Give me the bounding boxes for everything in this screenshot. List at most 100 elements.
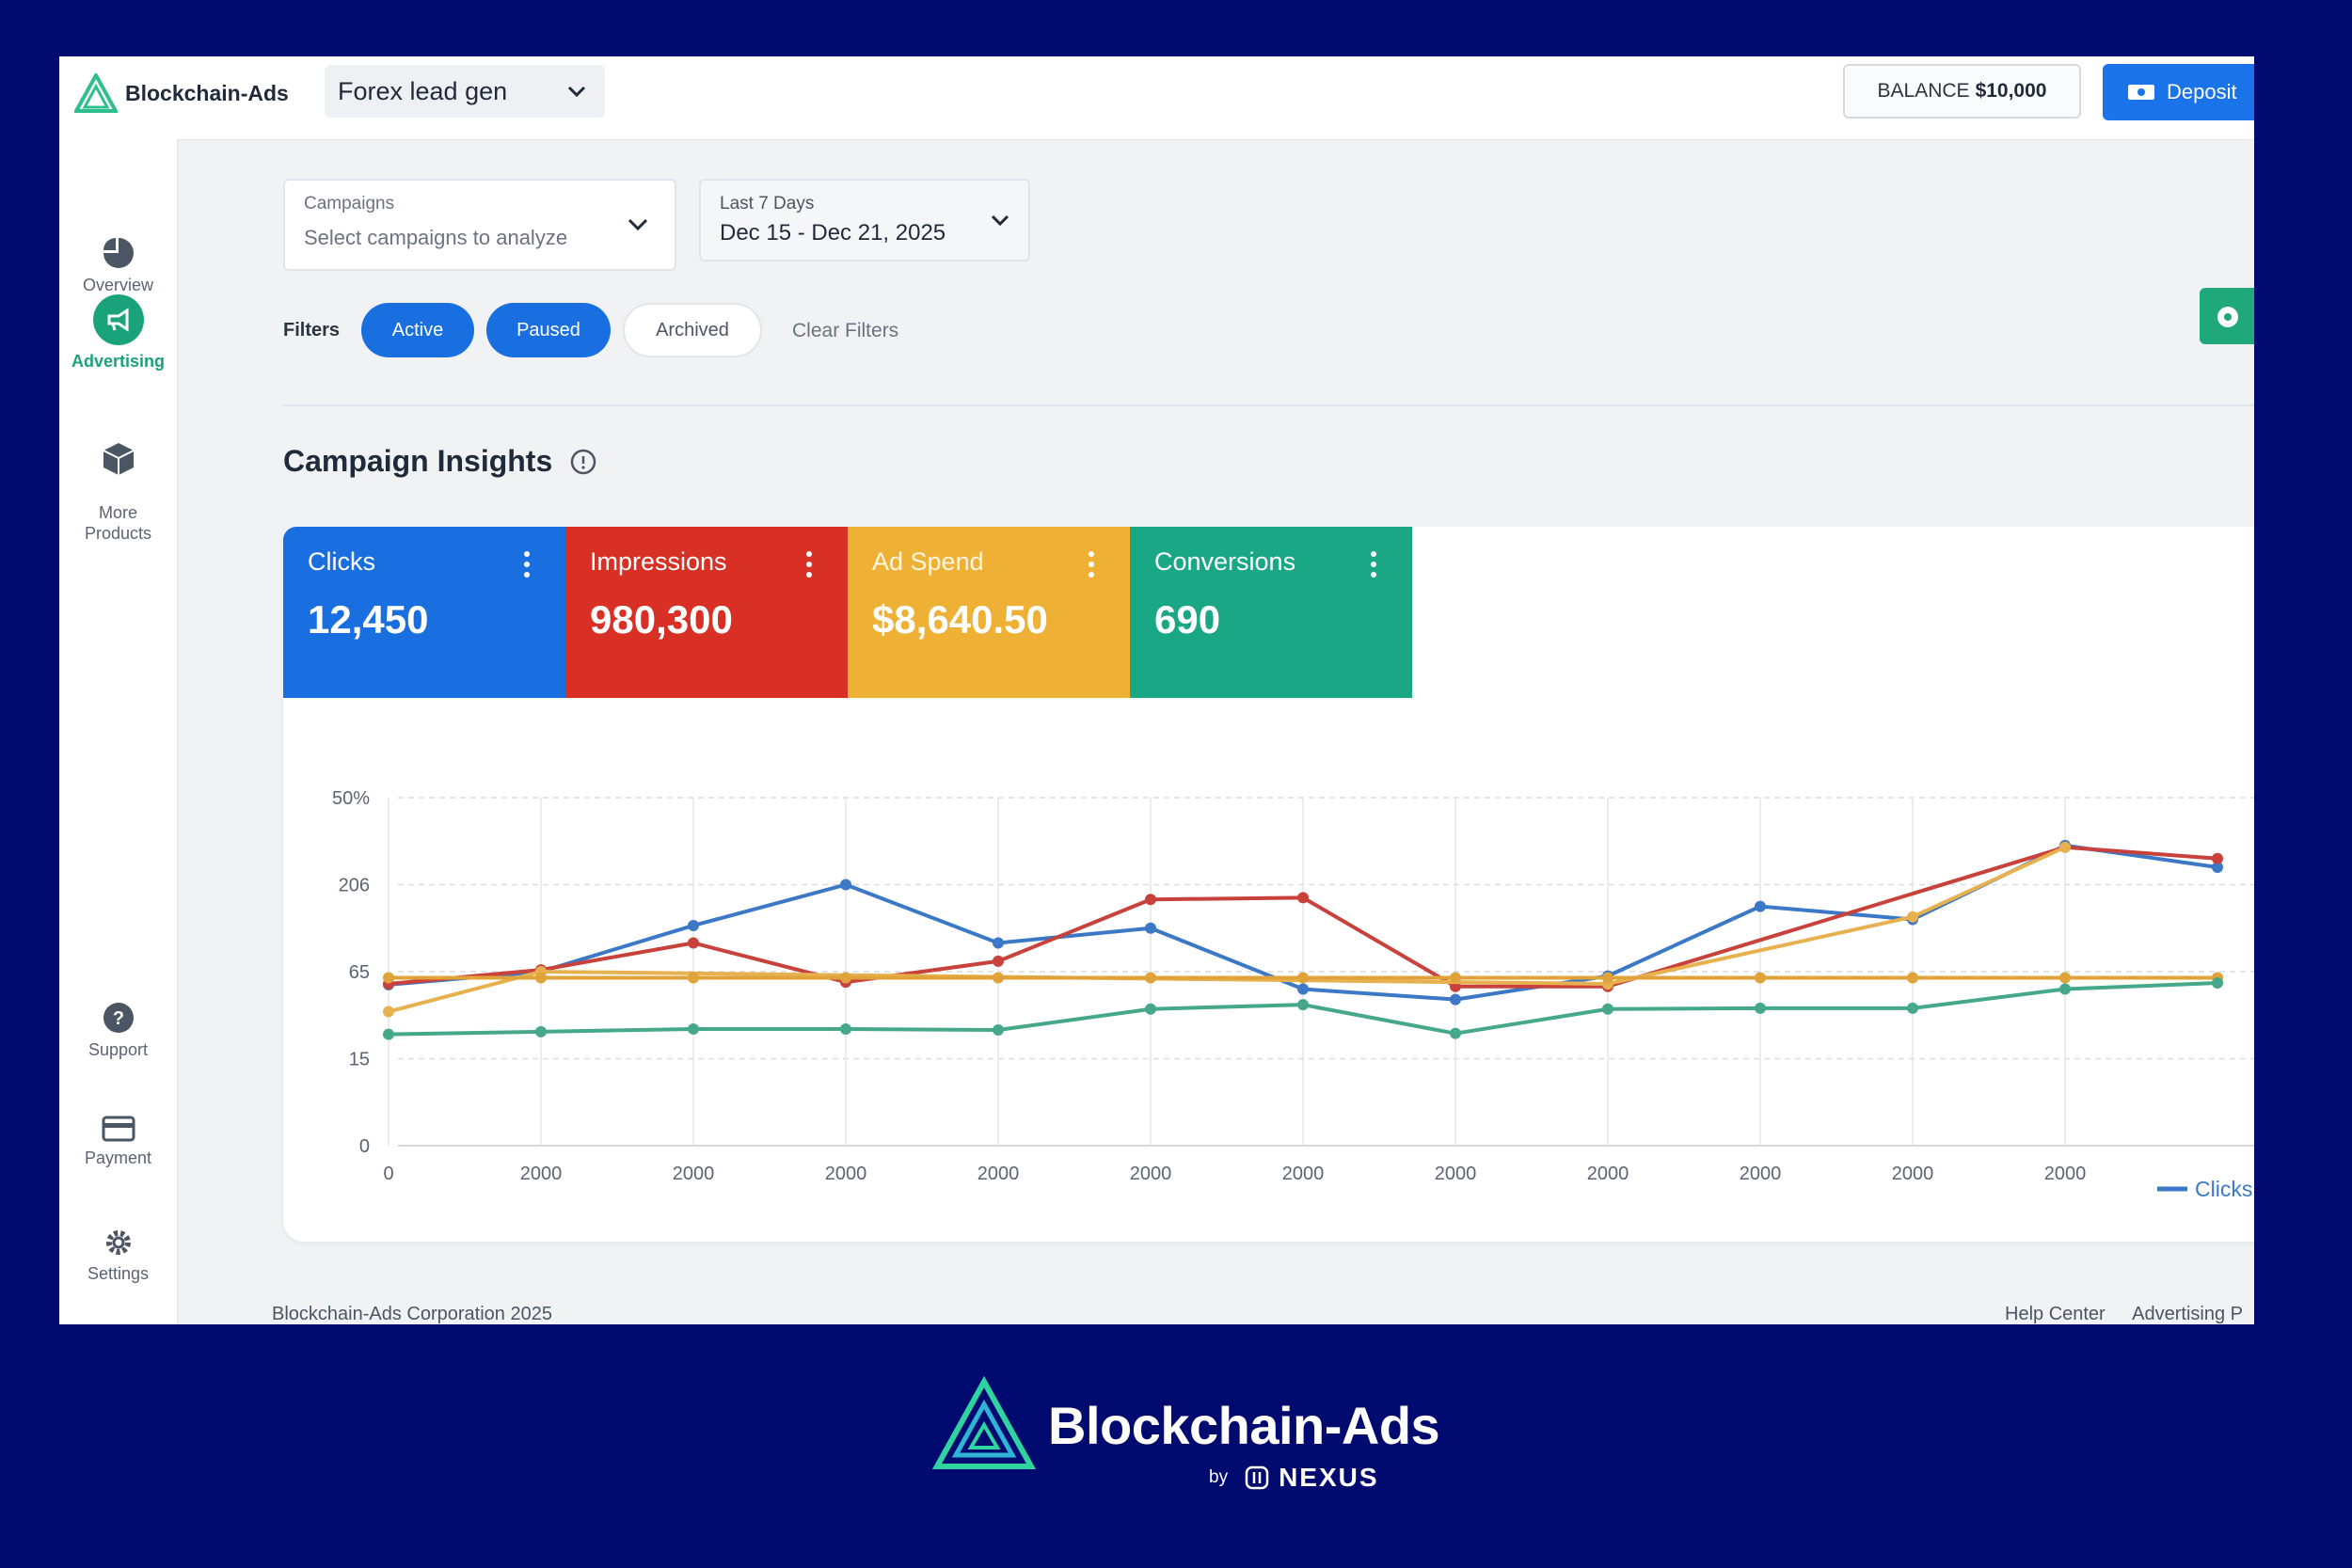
logo[interactable]: Blockchain-Ads (74, 73, 289, 113)
y-tick-label: 0 (359, 1136, 370, 1157)
date-range-value: Dec 15 - Dec 21, 2025 (720, 220, 946, 245)
campaign-selector-value: Forex lead gen (338, 76, 508, 105)
campaign-selector[interactable]: Forex lead gen (325, 65, 605, 118)
x-tick-label: 2000 (2044, 1164, 2087, 1184)
series-point (2059, 841, 2071, 853)
brand-logo-icon (931, 1376, 1037, 1469)
series-point (1907, 911, 1918, 923)
metric-value: $8,640.50 (872, 597, 1048, 641)
y-tick-label: 15 (349, 1050, 370, 1070)
series-point (1755, 1002, 1766, 1014)
sidebar-item-more-products[interactable]: More Products (59, 421, 177, 544)
metric-card-impressions[interactable]: Impressions 980,300 (565, 527, 848, 698)
top-bar: Blockchain-Ads Forex lead gen BALANCE $1… (59, 56, 2254, 140)
line-chart: 0 15 65 206 50% 0 2000 2000 2000 2000 2000 2000 2000… (332, 788, 2254, 1201)
series-point (1755, 972, 1766, 984)
date-range-select[interactable]: Last 7 Days Dec 15 - Dec 21, 2025 (699, 179, 1030, 261)
series-point (993, 1023, 1004, 1036)
filters-label: Filters (283, 320, 341, 341)
footer-link-help[interactable]: Help Center (2005, 1304, 2106, 1324)
pie-chart-icon (103, 238, 134, 268)
gear-icon (105, 1230, 131, 1255)
series-point (383, 1006, 394, 1018)
more-options-icon[interactable] (806, 551, 812, 582)
metric-card-ad-spend[interactable]: Ad Spend $8,640.50 (848, 527, 1130, 698)
sidebar-item-label: Advertising (71, 352, 166, 371)
app-window: Blockchain-Ads Forex lead gen BALANCE $1… (59, 56, 2254, 1324)
svg-text:?: ? (112, 1008, 123, 1029)
series-point (383, 972, 394, 984)
series-point (1450, 972, 1461, 984)
info-icon[interactable] (569, 448, 597, 476)
series-point (1602, 972, 1613, 984)
x-tick-label: 2000 (1435, 1164, 1477, 1184)
series-point (1755, 900, 1766, 912)
help-icon: ? (103, 1003, 134, 1033)
series-point (840, 972, 851, 984)
deposit-button[interactable]: Deposit (2103, 64, 2254, 120)
series-point (535, 972, 547, 984)
campaigns-select[interactable]: Campaigns Select campaigns to analyze (283, 179, 676, 271)
series-point (1602, 1003, 1613, 1015)
footer-copyright: Blockchain-Ads Corporation 2025 (272, 1304, 552, 1324)
metric-value: 690 (1154, 597, 1221, 641)
series-point (2212, 862, 2223, 873)
brand-partner: NEXUS (1279, 1463, 1379, 1492)
metric-label: Ad Spend (872, 547, 984, 576)
sidebar-item-payment[interactable]: Payment (59, 1116, 177, 1168)
x-tick-label: 2000 (1587, 1164, 1629, 1184)
x-tick-label: 2000 (977, 1164, 1020, 1184)
logo-text: Blockchain-Ads (125, 80, 289, 105)
metric-value: 12,450 (308, 597, 429, 641)
series-point (688, 1023, 699, 1036)
metric-card-conversions[interactable]: Conversions 690 (1130, 527, 1412, 698)
more-options-icon[interactable] (1089, 551, 1094, 582)
series-point (840, 1023, 851, 1036)
sidebar-item-support[interactable]: ? Support (59, 1002, 177, 1060)
box-icon (103, 443, 134, 475)
series-point (993, 937, 1004, 949)
x-tick-label: 2000 (1282, 1164, 1325, 1184)
series-point (1450, 993, 1461, 1006)
series-point (2059, 983, 2071, 995)
sidebar-item-label: More Products (84, 503, 152, 543)
x-tick-label: 0 (383, 1164, 393, 1184)
campaigns-placeholder: Select campaigns to analyze (304, 226, 568, 249)
metric-label: Impressions (590, 547, 727, 576)
series-point (1907, 1002, 1918, 1014)
floating-action-tab[interactable] (2200, 288, 2254, 344)
brand-name: Blockchain-Ads (1048, 1395, 1440, 1455)
circle-icon (2217, 307, 2238, 327)
metric-label: Clicks (308, 547, 375, 576)
series-point (1145, 972, 1156, 984)
more-options-icon[interactable] (1371, 551, 1376, 582)
logo-icon (74, 73, 118, 113)
sidebar-item-advertising[interactable]: Advertising (59, 294, 177, 372)
more-options-icon[interactable] (524, 551, 530, 582)
clear-filters-link[interactable]: Clear Filters (792, 320, 899, 341)
footer-link-advertising[interactable]: Advertising P (2132, 1304, 2244, 1324)
series-point (1145, 894, 1156, 906)
metric-card-clicks[interactable]: Clicks 12,450 (283, 527, 565, 698)
x-tick-label: 2000 (673, 1164, 715, 1184)
balance-value: $10,000 (1975, 80, 2047, 102)
divider (283, 404, 2254, 406)
sidebar-item-label: Overview (82, 276, 153, 294)
filter-active-chip[interactable]: Active (361, 303, 474, 357)
sidebar-item-overview[interactable]: Overview (59, 237, 177, 295)
series-point (993, 972, 1004, 984)
sidebar-item-label: Support (87, 1040, 149, 1059)
filter-paused-chip[interactable]: Paused (486, 303, 611, 357)
sidebar-item-label: Payment (84, 1148, 152, 1167)
filter-archived-chip[interactable]: Archived (623, 303, 762, 357)
series-line-2 (388, 845, 2066, 1014)
x-tick-label: 2000 (1892, 1164, 1934, 1184)
series-point (688, 919, 699, 931)
series-point (1297, 972, 1309, 984)
sidebar-item-label: Settings (87, 1264, 150, 1283)
deposit-label: Deposit (2167, 80, 2237, 103)
sidebar-item-settings[interactable]: Settings (59, 1227, 177, 1284)
series-point (2212, 852, 2223, 864)
campaigns-label: Campaigns (304, 194, 395, 214)
series-point (1297, 892, 1309, 904)
